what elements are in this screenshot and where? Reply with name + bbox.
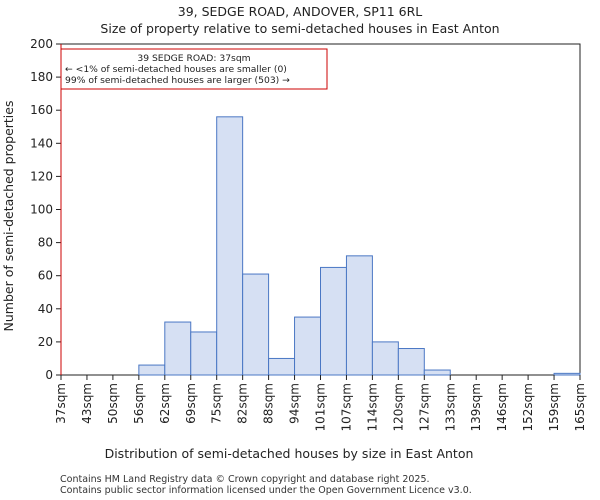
chart-subtitle: Size of property relative to semi-detach… <box>100 21 499 36</box>
x-tick-label: 62sqm <box>158 383 172 424</box>
bar <box>397 348 425 376</box>
bar <box>216 116 244 376</box>
x-axis: 37sqm 43sqm 50sqm 56sqm 62sqm 69sqm 75sqm 82sqm… <box>54 375 587 431</box>
x-tick-label: 37sqm <box>54 383 68 424</box>
y-tick-label: 0 <box>45 368 53 382</box>
bar <box>294 316 321 376</box>
x-tick-label: 43sqm <box>80 383 94 424</box>
x-tick-label: 133sqm <box>443 383 457 431</box>
x-tick-label: 127sqm <box>417 383 431 431</box>
x-tick-label: 101sqm <box>314 383 328 431</box>
x-tick-label: 56sqm <box>132 383 146 424</box>
x-tick-label: 88sqm <box>262 383 276 424</box>
bar <box>553 372 581 376</box>
bar <box>320 266 347 376</box>
y-tick-label: 200 <box>30 37 53 51</box>
x-tick-label: 94sqm <box>288 383 302 424</box>
chart-title: 39, SEDGE ROAD, ANDOVER, SP11 6RL <box>178 4 423 19</box>
bar <box>371 341 399 376</box>
x-tick-label: 159sqm <box>547 383 561 431</box>
x-tick-label: 50sqm <box>106 383 120 424</box>
x-tick-label: 152sqm <box>521 383 535 431</box>
bar <box>190 331 218 376</box>
annotation-line-2: ← <1% of semi-detached houses are smalle… <box>65 64 287 75</box>
annotation-line-1: 39 SEDGE ROAD: 37sqm <box>137 53 250 64</box>
x-tick-label: 82sqm <box>236 383 250 424</box>
y-axis-title: Number of semi-detached properties <box>1 101 16 332</box>
annotation-box: 39 SEDGE ROAD: 37sqm ← <1% of semi-detac… <box>60 48 328 90</box>
footer-line-1: Contains HM Land Registry data © Crown c… <box>60 474 430 485</box>
y-tick-label: 40 <box>38 302 53 316</box>
y-tick-label: 100 <box>30 203 53 217</box>
annotation-line-3: 99% of semi-detached houses are larger (… <box>65 75 290 86</box>
x-tick-label: 146sqm <box>495 383 509 431</box>
x-tick-label: 107sqm <box>339 383 353 431</box>
bar <box>345 255 373 376</box>
bar <box>268 357 296 376</box>
bar <box>423 369 451 376</box>
x-tick-label: 120sqm <box>391 383 405 431</box>
y-tick-label: 120 <box>30 169 53 183</box>
y-tick-label: 80 <box>38 236 53 250</box>
bar <box>242 273 270 376</box>
x-tick-label: 165sqm <box>573 383 587 431</box>
bar <box>138 364 166 376</box>
y-axis: 0 20 40 60 80 100 120 140 160 180 200 <box>30 37 61 382</box>
y-tick-label: 180 <box>30 70 53 84</box>
x-tick-label: 139sqm <box>469 383 483 431</box>
bar <box>164 321 192 376</box>
y-tick-label: 160 <box>30 103 53 117</box>
footer-line-2: Contains public sector information licen… <box>60 485 472 496</box>
bar-series <box>138 116 581 376</box>
x-tick-label: 114sqm <box>365 383 379 431</box>
x-tick-label: 69sqm <box>184 383 198 424</box>
y-tick-label: 60 <box>38 269 53 283</box>
y-tick-label: 20 <box>38 335 53 349</box>
x-tick-label: 75sqm <box>210 383 224 424</box>
x-axis-title: Distribution of semi-detached houses by … <box>105 446 474 461</box>
y-tick-label: 140 <box>30 136 53 150</box>
